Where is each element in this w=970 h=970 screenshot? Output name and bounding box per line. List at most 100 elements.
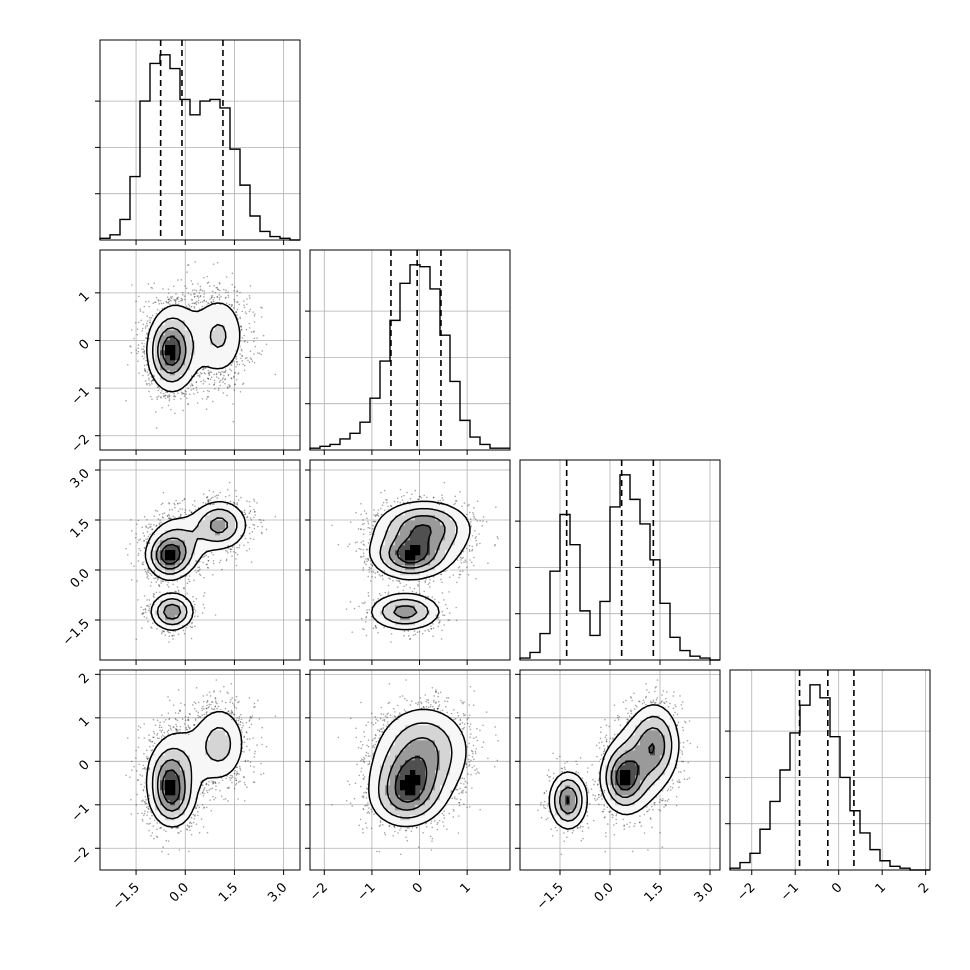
sample-point <box>156 386 159 389</box>
sample-point <box>174 516 176 519</box>
sample-point <box>135 349 138 351</box>
sample-point <box>170 408 172 411</box>
sample-point <box>151 379 153 382</box>
density-cell <box>195 315 201 321</box>
sample-point <box>191 289 194 292</box>
sample-point <box>209 298 211 300</box>
sample-point <box>145 337 147 339</box>
sample-point <box>169 296 172 298</box>
density-cell <box>185 310 191 316</box>
sample-point <box>167 292 170 294</box>
sample-point <box>174 630 177 633</box>
sample-point <box>208 373 210 375</box>
sample-point <box>197 302 200 304</box>
sample-point <box>149 526 151 528</box>
sample-point <box>250 331 253 333</box>
sample-point <box>136 523 138 525</box>
sample-point <box>254 345 257 348</box>
sample-point <box>183 393 186 395</box>
sample-point <box>227 291 229 293</box>
density-cell <box>170 360 176 366</box>
sample-point <box>161 406 163 409</box>
sample-point <box>145 300 147 303</box>
sample-point <box>261 525 264 528</box>
sample-point <box>194 293 196 295</box>
sample-point <box>153 282 156 285</box>
sample-point <box>180 391 183 394</box>
sample-point <box>146 570 149 572</box>
sample-point <box>192 293 195 295</box>
sample-point <box>208 390 211 393</box>
sample-point <box>218 294 221 296</box>
sample-point <box>130 329 133 331</box>
sample-point <box>202 301 204 303</box>
sample-point <box>173 634 175 637</box>
sample-point <box>195 300 198 303</box>
sample-point <box>150 523 152 526</box>
sample-point <box>149 322 151 324</box>
sample-point <box>236 290 239 292</box>
sample-point <box>235 355 238 358</box>
sample-point <box>180 398 182 400</box>
sample-point <box>195 389 198 391</box>
sample-point <box>207 281 210 284</box>
sample-point <box>188 305 191 307</box>
density-cell <box>180 340 186 346</box>
density-cell <box>210 350 216 356</box>
sample-point <box>216 261 219 264</box>
sample-point <box>248 295 251 297</box>
sample-point <box>236 308 239 311</box>
sample-point <box>174 300 177 302</box>
sample-point <box>210 295 213 297</box>
sample-point <box>190 305 193 308</box>
sample-point <box>193 302 195 304</box>
sample-point <box>152 302 155 305</box>
sample-point <box>173 398 175 401</box>
sample-point <box>212 300 215 303</box>
sample-point <box>208 383 211 385</box>
density-cell <box>160 340 166 346</box>
density-cell <box>145 345 151 351</box>
sample-point <box>233 372 236 374</box>
sample-point <box>192 504 194 506</box>
sample-point <box>222 381 224 383</box>
sample-point <box>203 300 205 302</box>
sample-point <box>218 381 221 384</box>
density-cell <box>165 330 171 336</box>
sample-point <box>190 379 193 382</box>
density-cell <box>165 320 171 326</box>
density-cell <box>210 360 216 366</box>
sample-point <box>227 387 229 389</box>
sample-point <box>135 300 137 303</box>
density-cell <box>225 320 231 326</box>
sample-point <box>239 291 241 294</box>
sample-point <box>197 374 200 377</box>
sample-point <box>212 383 215 386</box>
sample-point <box>200 372 203 375</box>
sample-point <box>196 402 199 404</box>
sample-point <box>253 508 255 511</box>
sample-point <box>222 377 224 379</box>
sample-point <box>197 299 200 302</box>
sample-point <box>215 286 218 289</box>
sample-point <box>155 411 157 413</box>
sample-point <box>202 368 205 371</box>
sample-point <box>147 283 150 285</box>
density-cell <box>190 315 196 321</box>
sample-point <box>240 348 243 351</box>
density-cell <box>230 335 236 341</box>
density-cell <box>225 350 231 356</box>
sample-point <box>180 279 183 281</box>
sample-point <box>163 512 166 514</box>
sample-point <box>212 290 214 293</box>
sample-point <box>260 316 263 318</box>
sample-point <box>151 379 154 381</box>
density-cell <box>195 310 201 316</box>
sample-point <box>236 363 238 366</box>
density-cell <box>170 385 176 391</box>
sample-point <box>151 287 154 289</box>
sample-point <box>253 337 256 340</box>
sample-point <box>220 295 222 298</box>
density-cell <box>170 340 176 346</box>
sample-point <box>174 590 176 593</box>
